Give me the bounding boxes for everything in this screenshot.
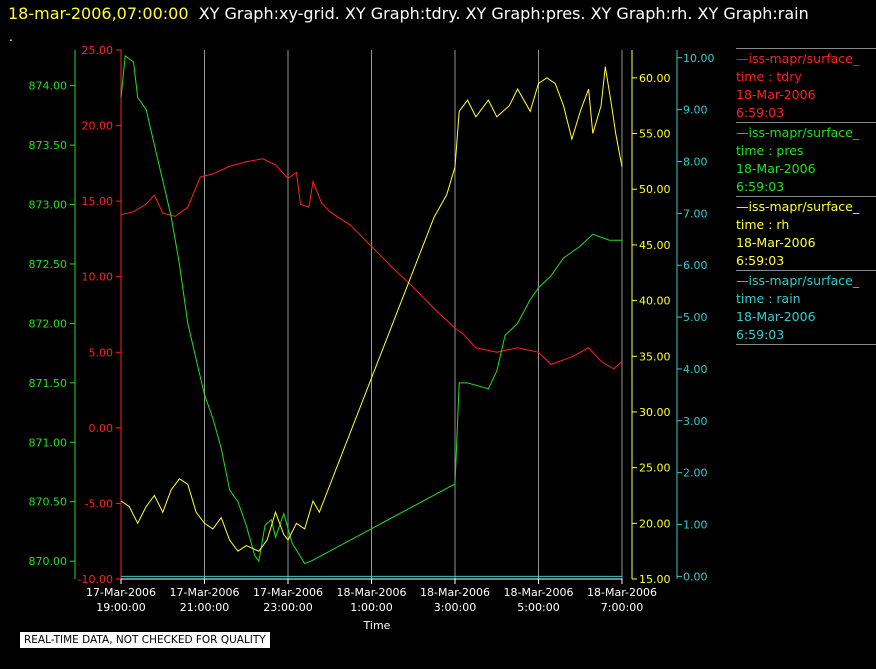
tick-label-rain: 6.00 — [683, 259, 708, 272]
tick-label-rain: 5.00 — [683, 311, 708, 324]
legend-entry-3: —iss-mapr/surface_time : rain 18-Mar-2006… — [736, 270, 876, 344]
tick-label-rh: 35.00 — [639, 350, 671, 363]
x-tick-time: 21:00:00 — [180, 601, 229, 614]
tick-label-rh: 40.00 — [639, 295, 671, 308]
chart-header: 18-mar-2006,07:00:00 XY Graph:xy-grid. X… — [8, 4, 809, 23]
tick-label-tdry: 25.00 — [82, 44, 114, 57]
legend-time-label: time : rain — [736, 291, 801, 306]
tick-label-pres: 872.50 — [29, 258, 68, 271]
tick-label-rh: 15.00 — [639, 573, 671, 586]
legend-end-rule — [736, 344, 876, 346]
legend: —iss-mapr/surface_ time : tdry 18-Mar-2006… — [736, 48, 876, 346]
legend-entry-2: —iss-mapr/surface_time : rh 18-Mar-2006 6:… — [736, 196, 876, 270]
x-tick-time: 19:00:00 — [96, 601, 145, 614]
tick-label-rain: 3.00 — [683, 415, 708, 428]
legend-date: 18-Mar-2006 — [736, 87, 816, 102]
header-dot: . — [9, 30, 13, 44]
tick-label-rh: 20.00 — [639, 517, 671, 530]
series-line-pres — [120, 54, 622, 565]
legend-time-label: time : pres — [736, 143, 804, 158]
tick-label-rh: 25.00 — [639, 462, 671, 475]
tick-label-tdry: 15.00 — [82, 195, 114, 208]
tick-label-rain: 7.00 — [683, 207, 708, 220]
tick-label-pres: 873.50 — [29, 139, 68, 152]
legend-name: —iss-mapr/surface_ — [736, 125, 860, 140]
tick-label-rh: 55.00 — [639, 128, 671, 141]
tick-label-tdry: -10.00 — [78, 573, 113, 586]
legend-entry-0: —iss-mapr/surface_time : tdry 18-Mar-2006… — [736, 48, 876, 122]
tick-label-pres: 870.00 — [29, 555, 68, 568]
tick-label-rh: 50.00 — [639, 183, 671, 196]
tick-label-rh: 45.00 — [639, 239, 671, 252]
tick-label-pres: 870.50 — [29, 496, 68, 509]
legend-name: —iss-mapr/surface_ — [736, 273, 860, 288]
x-axis-label: Time — [363, 619, 391, 632]
legend-clock: 6:59:03 — [736, 253, 785, 268]
legend-date: 18-Mar-2006 — [736, 161, 816, 176]
legend-date: 18-Mar-2006 — [736, 309, 816, 324]
legend-entry-1: —iss-mapr/surface_time : pres 18-Mar-2006… — [736, 122, 876, 196]
tick-label-pres: 874.00 — [29, 80, 68, 93]
tick-label-rh: 60.00 — [639, 72, 671, 85]
x-tick-date: 18-Mar-2006 — [504, 586, 574, 599]
x-tick-date: 17-Mar-2006 — [170, 586, 240, 599]
tick-label-pres: 872.00 — [29, 317, 68, 330]
legend-clock: 6:59:03 — [736, 179, 785, 194]
x-tick-date: 18-Mar-2006 — [587, 586, 657, 599]
x-tick-date: 17-Mar-2006 — [253, 586, 323, 599]
x-tick-date: 18-Mar-2006 — [337, 586, 407, 599]
legend-date: 18-Mar-2006 — [736, 235, 816, 250]
x-tick-time: 1:00:00 — [350, 601, 392, 614]
series-line-tdry — [120, 158, 623, 370]
tick-label-rain: 4.00 — [683, 363, 708, 376]
tick-label-rain: 9.00 — [683, 104, 708, 117]
x-tick-time: 23:00:00 — [263, 601, 312, 614]
tick-label-pres: 873.00 — [29, 199, 68, 212]
x-tick-time: 7:00:00 — [601, 601, 643, 614]
tick-label-tdry: -5.00 — [85, 497, 113, 510]
x-tick-date: 17-Mar-2006 — [86, 586, 156, 599]
tick-label-pres: 871.50 — [29, 377, 68, 390]
legend-name: —iss-mapr/surface_ — [736, 51, 860, 66]
tick-label-rain: 1.00 — [683, 519, 708, 532]
tick-label-tdry: 0.00 — [89, 422, 114, 435]
tick-label-rain: 2.00 — [683, 467, 708, 480]
legend-clock: 6:59:03 — [736, 327, 785, 342]
header-timestamp: 18-mar-2006,07:00:00 — [8, 4, 189, 23]
tick-label-tdry: 20.00 — [82, 120, 114, 133]
quality-note: REAL-TIME DATA, NOT CHECKED FOR QUALITY — [20, 632, 270, 648]
legend-clock: 6:59:03 — [736, 105, 785, 120]
series-line-rh — [120, 66, 623, 552]
tick-label-pres: 871.00 — [29, 436, 68, 449]
tick-label-rain: 8.00 — [683, 156, 708, 169]
tick-label-rh: 30.00 — [639, 406, 671, 419]
x-tick-time: 5:00:00 — [517, 601, 559, 614]
tick-label-rain: 10.00 — [683, 52, 715, 65]
x-tick-date: 18-Mar-2006 — [420, 586, 490, 599]
x-tick-time: 3:00:00 — [434, 601, 476, 614]
legend-time-label: time : rh — [736, 217, 790, 232]
legend-time-label: time : tdry — [736, 69, 802, 84]
legend-name: —iss-mapr/surface_ — [736, 199, 860, 214]
tick-label-tdry: 10.00 — [82, 271, 114, 284]
header-titles: XY Graph:xy-grid. XY Graph:tdry. XY Grap… — [198, 4, 809, 23]
tick-label-tdry: 5.00 — [89, 346, 114, 359]
tick-label-rain: 0.00 — [683, 570, 708, 583]
